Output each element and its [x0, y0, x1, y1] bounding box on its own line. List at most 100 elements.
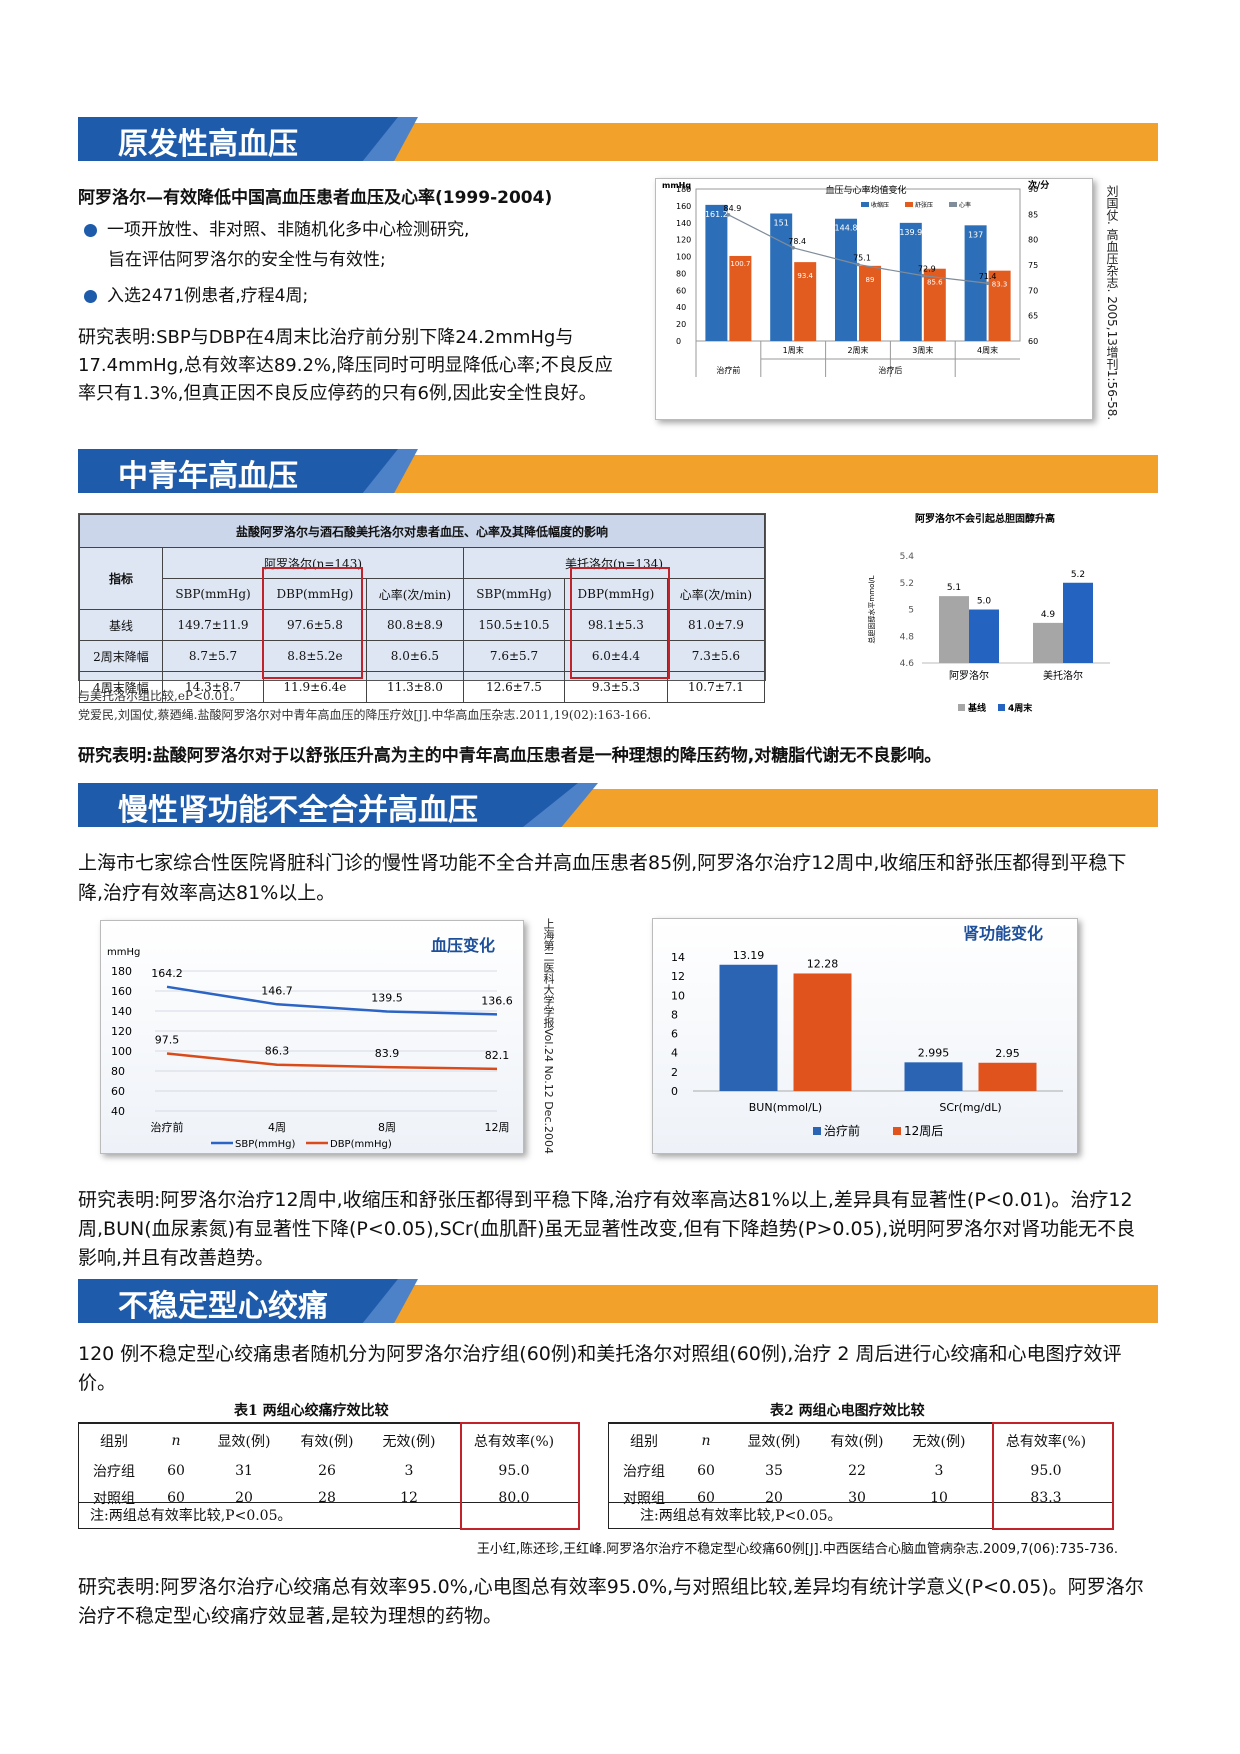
- table-cell: 14.3±8.7: [161, 671, 265, 703]
- y-tick-label: 4.8: [900, 632, 915, 642]
- section-banner-1: 原发性高血压: [78, 117, 1158, 162]
- y-tick-label: 8: [671, 1008, 678, 1021]
- section-title: 中青年高血压: [118, 459, 298, 494]
- y-tick-label: 6: [671, 1028, 678, 1041]
- legend-swatch: [861, 202, 869, 207]
- legend-label: 舒张压: [915, 201, 933, 209]
- renal-function-chart-svg: 肾功能变化 14 12 10 8 6 4 2 0 13.19 12.28 BUN(mmol/L) 2.9…: [671, 924, 1063, 1138]
- column-header: 显效(例): [217, 1434, 271, 1450]
- sbp-value-label: 151: [774, 218, 789, 227]
- sbp-bar: [705, 204, 728, 341]
- y-tick-label: 4.6: [900, 659, 915, 669]
- cholesterol-chart: 阿罗洛尔不会引起总胆固醇升高 5.4 5.2 5 4.8 4.6 总胆固醇水平mmol/L 5…: [860, 508, 1120, 723]
- x-tick-label: 2周末: [847, 345, 868, 355]
- hr-value-label: 78.4: [788, 237, 806, 246]
- legend-label: 4周末: [1008, 702, 1033, 714]
- y2-tick-label: 75: [1028, 261, 1038, 270]
- table-cell: 治疗组: [93, 1463, 135, 1480]
- dbp-value-label: 100.7: [730, 260, 750, 268]
- table-title: 盐酸阿罗洛尔与酒石酸美托洛尔对患者血压、心率及其降低幅度的影响: [79, 514, 765, 548]
- chart-title: 血压与心率均值变化: [825, 184, 906, 196]
- highlight-box: [992, 1422, 1114, 1530]
- table-cell: 8.0±6.5: [365, 640, 464, 672]
- table-header-arotinolol: 阿罗洛尔(n=143): [162, 547, 464, 579]
- before-value-label: 2.995: [918, 1046, 950, 1059]
- dbp-bar: [794, 262, 817, 341]
- bp-change-chart-svg: 血压变化 mmHg 180 160 140 120 100 80 60 40 164.2 146.7 1…: [107, 936, 513, 1150]
- hr-point: [856, 262, 860, 267]
- table-cell: 治疗组: [623, 1463, 665, 1480]
- dbp-line: [166, 1052, 498, 1071]
- banner-blue-bar: [78, 117, 398, 161]
- banner-blue-bar: [78, 1279, 398, 1323]
- dbp-bar: [988, 270, 1011, 341]
- column-header: 无效(例): [382, 1434, 436, 1450]
- table-header-index: 指标: [79, 547, 163, 610]
- table2-title: 表2 两组心电图疗效比较: [770, 1403, 925, 1419]
- renal-function-chart: 肾功能变化 14 12 10 8 6 4 2 0 13.19 12.28 BUN(mmol/L) 2.9…: [652, 918, 1078, 1154]
- hr-point: [921, 273, 925, 278]
- angina-table-frame: [78, 1422, 579, 1529]
- after-value-label: 2.95: [995, 1047, 1020, 1060]
- table-cell: 26: [318, 1462, 336, 1479]
- highlight-box: [570, 567, 670, 679]
- sec3-citation: 上海第二医科大学学报Vol.24 No.12 Dec.2004: [542, 918, 555, 1154]
- right-unit-label: 次/分: [1028, 179, 1049, 191]
- table-note: 与美托洛尔组比较,eP<0.01。: [78, 689, 242, 703]
- sec2-table-wrap: 盐酸阿罗洛尔与酒石酸美托洛尔对患者血压、心率及其降低幅度的影响 指标 阿罗洛尔(…: [78, 513, 766, 703]
- sbp-value-label: 161.2: [705, 210, 728, 219]
- legend-label: 收缩压: [871, 201, 889, 209]
- column-header: 心率(次/min): [666, 578, 766, 610]
- column-header: SBP(mmHg): [161, 578, 265, 610]
- bp-hr-chart: 血压与心率均值变化 mmHg 次/分 180 160 140 120 100 80 60 40 20 0…: [655, 178, 1093, 420]
- table-cell: 7.6±5.7: [462, 640, 566, 672]
- y-tick-label: 60: [111, 1085, 125, 1098]
- chart-title: 肾功能变化: [963, 924, 1043, 943]
- hr-value-label: 75.1: [853, 253, 871, 262]
- sec1-research-text: 研究表明:SBP与DBP在4周末比治疗前分别下降24.2mmHg与17.4mmH…: [78, 327, 613, 404]
- y-tick-label: 80: [111, 1065, 125, 1078]
- sec3-intro-text: 上海市七家综合性医院肾脏科门诊的慢性肾功能不全合并高血压患者85例,阿罗洛尔治疗…: [78, 852, 1127, 904]
- section-banner-4: 不稳定型心绞痛: [78, 1279, 1158, 1324]
- ecg-efficacy-table: 组别 n 显效(例) 有效(例) 无效(例) 总有效率(%) 治疗组 60 35 22…: [608, 1425, 1112, 1511]
- table-cell: 8.8±5.2e: [263, 640, 367, 672]
- bp-hr-compare-table: 盐酸阿罗洛尔与酒石酸美托洛尔对患者血压、心率及其降低幅度的影响 指标 阿罗洛尔(…: [79, 514, 766, 703]
- banner-orange-bar: [378, 123, 1158, 161]
- x-tick-label: 8周: [378, 1121, 396, 1134]
- legend-label: 心率: [959, 201, 971, 209]
- bullet-text: 一项开放性、非对照、非随机化多中心检测研究,: [107, 220, 470, 240]
- dbp-value-label: 97.5: [155, 1034, 180, 1047]
- y-tick-label: 10: [671, 989, 685, 1002]
- week4-bar: [1063, 582, 1093, 663]
- table-cell: 31: [235, 1462, 253, 1479]
- legend-swatch: [813, 1127, 821, 1135]
- y-tick-label: 5.2: [900, 579, 914, 589]
- legend-swatch: [893, 1127, 901, 1135]
- column-header: 有效(例): [300, 1434, 354, 1450]
- table-cell: 对照组: [93, 1490, 135, 1507]
- sbp-value-label: 136.6: [481, 994, 513, 1007]
- table-cell: 28: [318, 1489, 336, 1506]
- table-cell: 10: [930, 1489, 948, 1506]
- sec4-citation: 王小红,陈还珍,王红峰.阿罗洛尔治疗不稳定型心绞痛60例[J].中西医结合心脑血…: [476, 1542, 1118, 1557]
- y-tick-label: 40: [676, 303, 686, 312]
- section-title: 原发性高血压: [118, 127, 298, 162]
- table-cell: 95.0: [1030, 1462, 1062, 1479]
- table-row: 对照组 60 20 30 10 83.3: [608, 1484, 1112, 1511]
- table-cell: 95.0: [498, 1462, 530, 1479]
- table-row: 治疗组 60 35 22 3 95.0: [608, 1457, 1112, 1484]
- hr-value-label: 84.9: [723, 204, 741, 213]
- table-cell: 35: [765, 1462, 783, 1479]
- y-tick-label: 120: [676, 236, 691, 245]
- banner-blue-bar: [78, 783, 578, 827]
- legend-swatch: [958, 704, 965, 711]
- y-tick-label: 5: [908, 606, 914, 616]
- column-header: 显效(例): [747, 1434, 801, 1450]
- sbp-value-label: 144.8: [835, 224, 858, 233]
- table-cell: 150.5±10.5: [462, 609, 566, 641]
- bullet-icon: [84, 223, 97, 237]
- sec2-citation: 党爱民,刘国仗,蔡廼绳.盐酸阿罗洛尔对中青年高血压的降压疗效[J].中华高血压杂…: [78, 708, 652, 722]
- table-cell: 97.6±5.8: [263, 609, 367, 641]
- table-cell: 8.7±5.7: [161, 640, 265, 672]
- column-header: DBP(mmHg): [564, 578, 668, 610]
